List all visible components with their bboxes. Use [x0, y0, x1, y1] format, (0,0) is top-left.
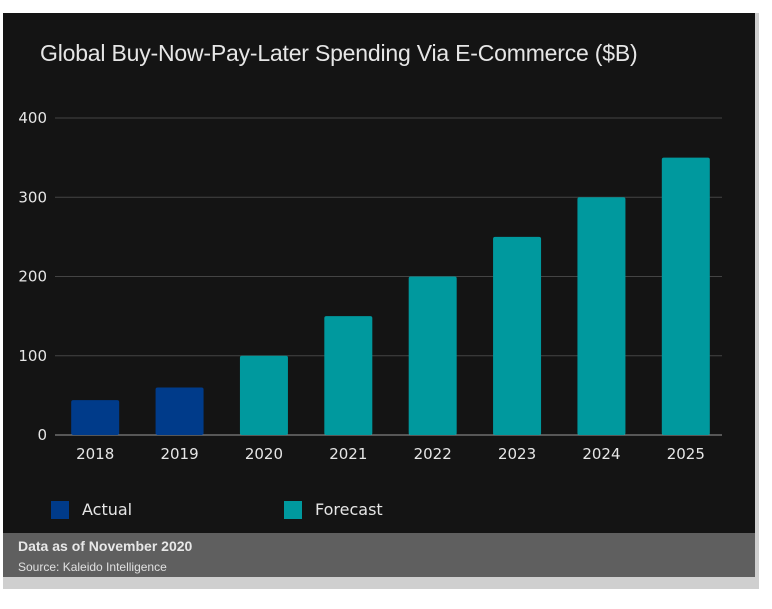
legend-swatch-forecast [284, 500, 302, 519]
x-tick-label: 2020 [245, 445, 283, 463]
bar-2021 [324, 316, 373, 435]
border [755, 13, 759, 577]
footer: Data as of November 2020 Source: Kaleido… [3, 533, 755, 577]
bar-2019 [155, 387, 204, 435]
bar-2024 [577, 197, 626, 435]
legend-label: Actual [82, 500, 133, 519]
bar-2018 [71, 400, 120, 435]
bar-2023 [493, 236, 542, 435]
bar-2022 [408, 276, 457, 435]
y-tick-label: 0 [37, 426, 47, 444]
chart-title: Global Buy-Now-Pay-Later Spending Via E-… [40, 40, 638, 66]
bar-2025 [661, 157, 710, 435]
legend-label: Forecast [315, 500, 383, 519]
x-tick-label: 2024 [582, 445, 620, 463]
x-tick-label: 2021 [329, 445, 367, 463]
legend-item-actual: Actual [51, 500, 132, 519]
x-tick-label: 2022 [414, 445, 452, 463]
legend-item-forecast: Forecast [284, 500, 383, 519]
border [3, 577, 759, 589]
y-tick-label: 300 [18, 188, 47, 206]
bar-2020 [239, 355, 288, 435]
data-note: Data as of November 2020 [18, 538, 193, 554]
legend-swatch-actual [51, 500, 69, 519]
y-tick-label: 200 [18, 268, 47, 286]
x-tick-label: 2023 [498, 445, 536, 463]
x-tick-label: 2018 [76, 445, 114, 463]
chart-panel [3, 13, 755, 577]
x-tick-label: 2025 [667, 445, 705, 463]
y-tick-label: 100 [18, 347, 47, 365]
source-note: Source: Kaleido Intelligence [18, 560, 167, 574]
y-tick-label: 400 [18, 109, 47, 127]
x-tick-label: 2019 [160, 445, 198, 463]
